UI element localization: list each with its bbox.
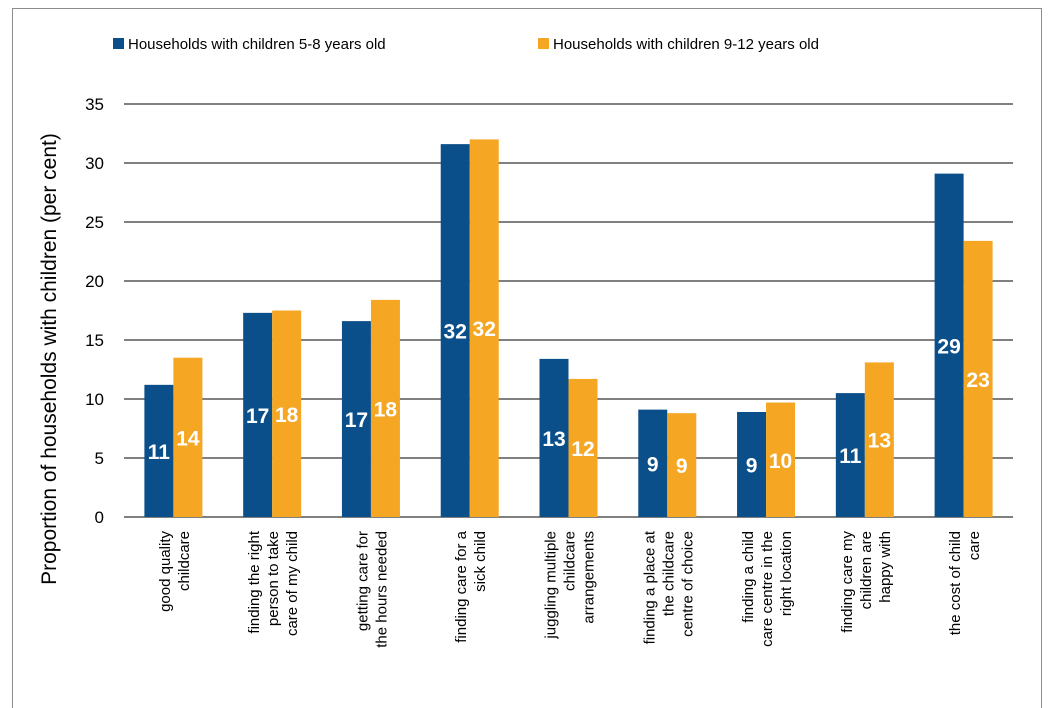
x-tick-label: care of my child (284, 531, 301, 636)
data-label: 11 (148, 441, 171, 464)
data-label: 17 (345, 409, 368, 432)
bar (667, 413, 697, 517)
data-label: 10 (769, 450, 792, 473)
data-label: 9 (647, 453, 659, 476)
y-tick-label: 0 (95, 508, 104, 527)
data-label: 12 (571, 438, 594, 461)
x-tick-label: arrangements (581, 531, 598, 624)
y-tick-label: 15 (85, 331, 104, 350)
data-label: 32 (473, 318, 496, 341)
bar (469, 139, 499, 517)
x-tick-label: sick child (472, 531, 489, 592)
bar (766, 402, 796, 517)
bar (243, 312, 273, 517)
x-tick-label: childcare (176, 531, 193, 591)
bar (341, 321, 371, 517)
data-label: 11 (839, 445, 862, 468)
bar (539, 358, 569, 517)
x-tick-label: happy with (877, 531, 894, 603)
y-tick-label: 10 (85, 390, 104, 409)
y-tick-label: 30 (85, 154, 104, 173)
bar (272, 310, 302, 517)
bar (144, 384, 174, 517)
x-tick-label: finding a place at (641, 530, 658, 644)
data-label: 14 (176, 427, 200, 450)
data-label: 23 (966, 369, 989, 392)
data-label: 32 (444, 321, 467, 344)
data-label: 9 (746, 454, 758, 477)
x-tick-label: person to take (265, 531, 282, 626)
bar (864, 362, 894, 517)
data-label: 13 (542, 428, 565, 451)
y-tick-label: 20 (85, 272, 104, 291)
bar (835, 393, 865, 517)
bar (568, 378, 598, 517)
x-tick-label: right location (778, 531, 795, 616)
x-tick-label: childcare (562, 531, 579, 591)
y-tick-label: 25 (85, 213, 104, 232)
x-tick-label: juggling multiple (543, 531, 560, 640)
x-tick-label: children are (858, 531, 875, 609)
bar (173, 357, 203, 517)
data-label: 17 (246, 405, 269, 428)
y-axis-title: Proportion of households with children (… (38, 133, 61, 585)
y-tick-label: 35 (85, 95, 104, 114)
legend-label: Households with children 9-12 years old (553, 36, 819, 53)
x-tick-label: the hours needed (373, 531, 390, 648)
bar (370, 299, 400, 517)
x-tick-label: centre of choice (679, 531, 696, 637)
x-tick-label: finding care my (839, 531, 856, 633)
legend-swatch (113, 38, 124, 49)
bar (440, 144, 470, 517)
x-tick-label: the cost of child (947, 531, 964, 635)
y-tick-label: 5 (95, 449, 104, 468)
data-label: 13 (868, 430, 891, 453)
x-tick-label: care centre in the (759, 531, 776, 647)
bar (963, 240, 993, 517)
data-label: 18 (374, 398, 398, 421)
bar (737, 411, 767, 517)
data-label: 9 (676, 455, 688, 478)
x-tick-label: finding the right (246, 530, 263, 633)
bar (638, 409, 668, 517)
legend-swatch (538, 38, 549, 49)
x-tick-label: the childcare (660, 531, 677, 616)
x-tick-label: getting care for (354, 531, 371, 631)
data-label: 18 (275, 404, 299, 427)
data-label: 29 (937, 335, 960, 358)
x-tick-label: care (966, 531, 983, 560)
bar (934, 173, 964, 517)
legend-label: Households with children 5-8 years old (128, 36, 386, 53)
x-tick-label: good quality (157, 531, 174, 612)
x-tick-label: finding care for a (453, 530, 470, 642)
x-tick-label: finding a child (740, 531, 757, 623)
